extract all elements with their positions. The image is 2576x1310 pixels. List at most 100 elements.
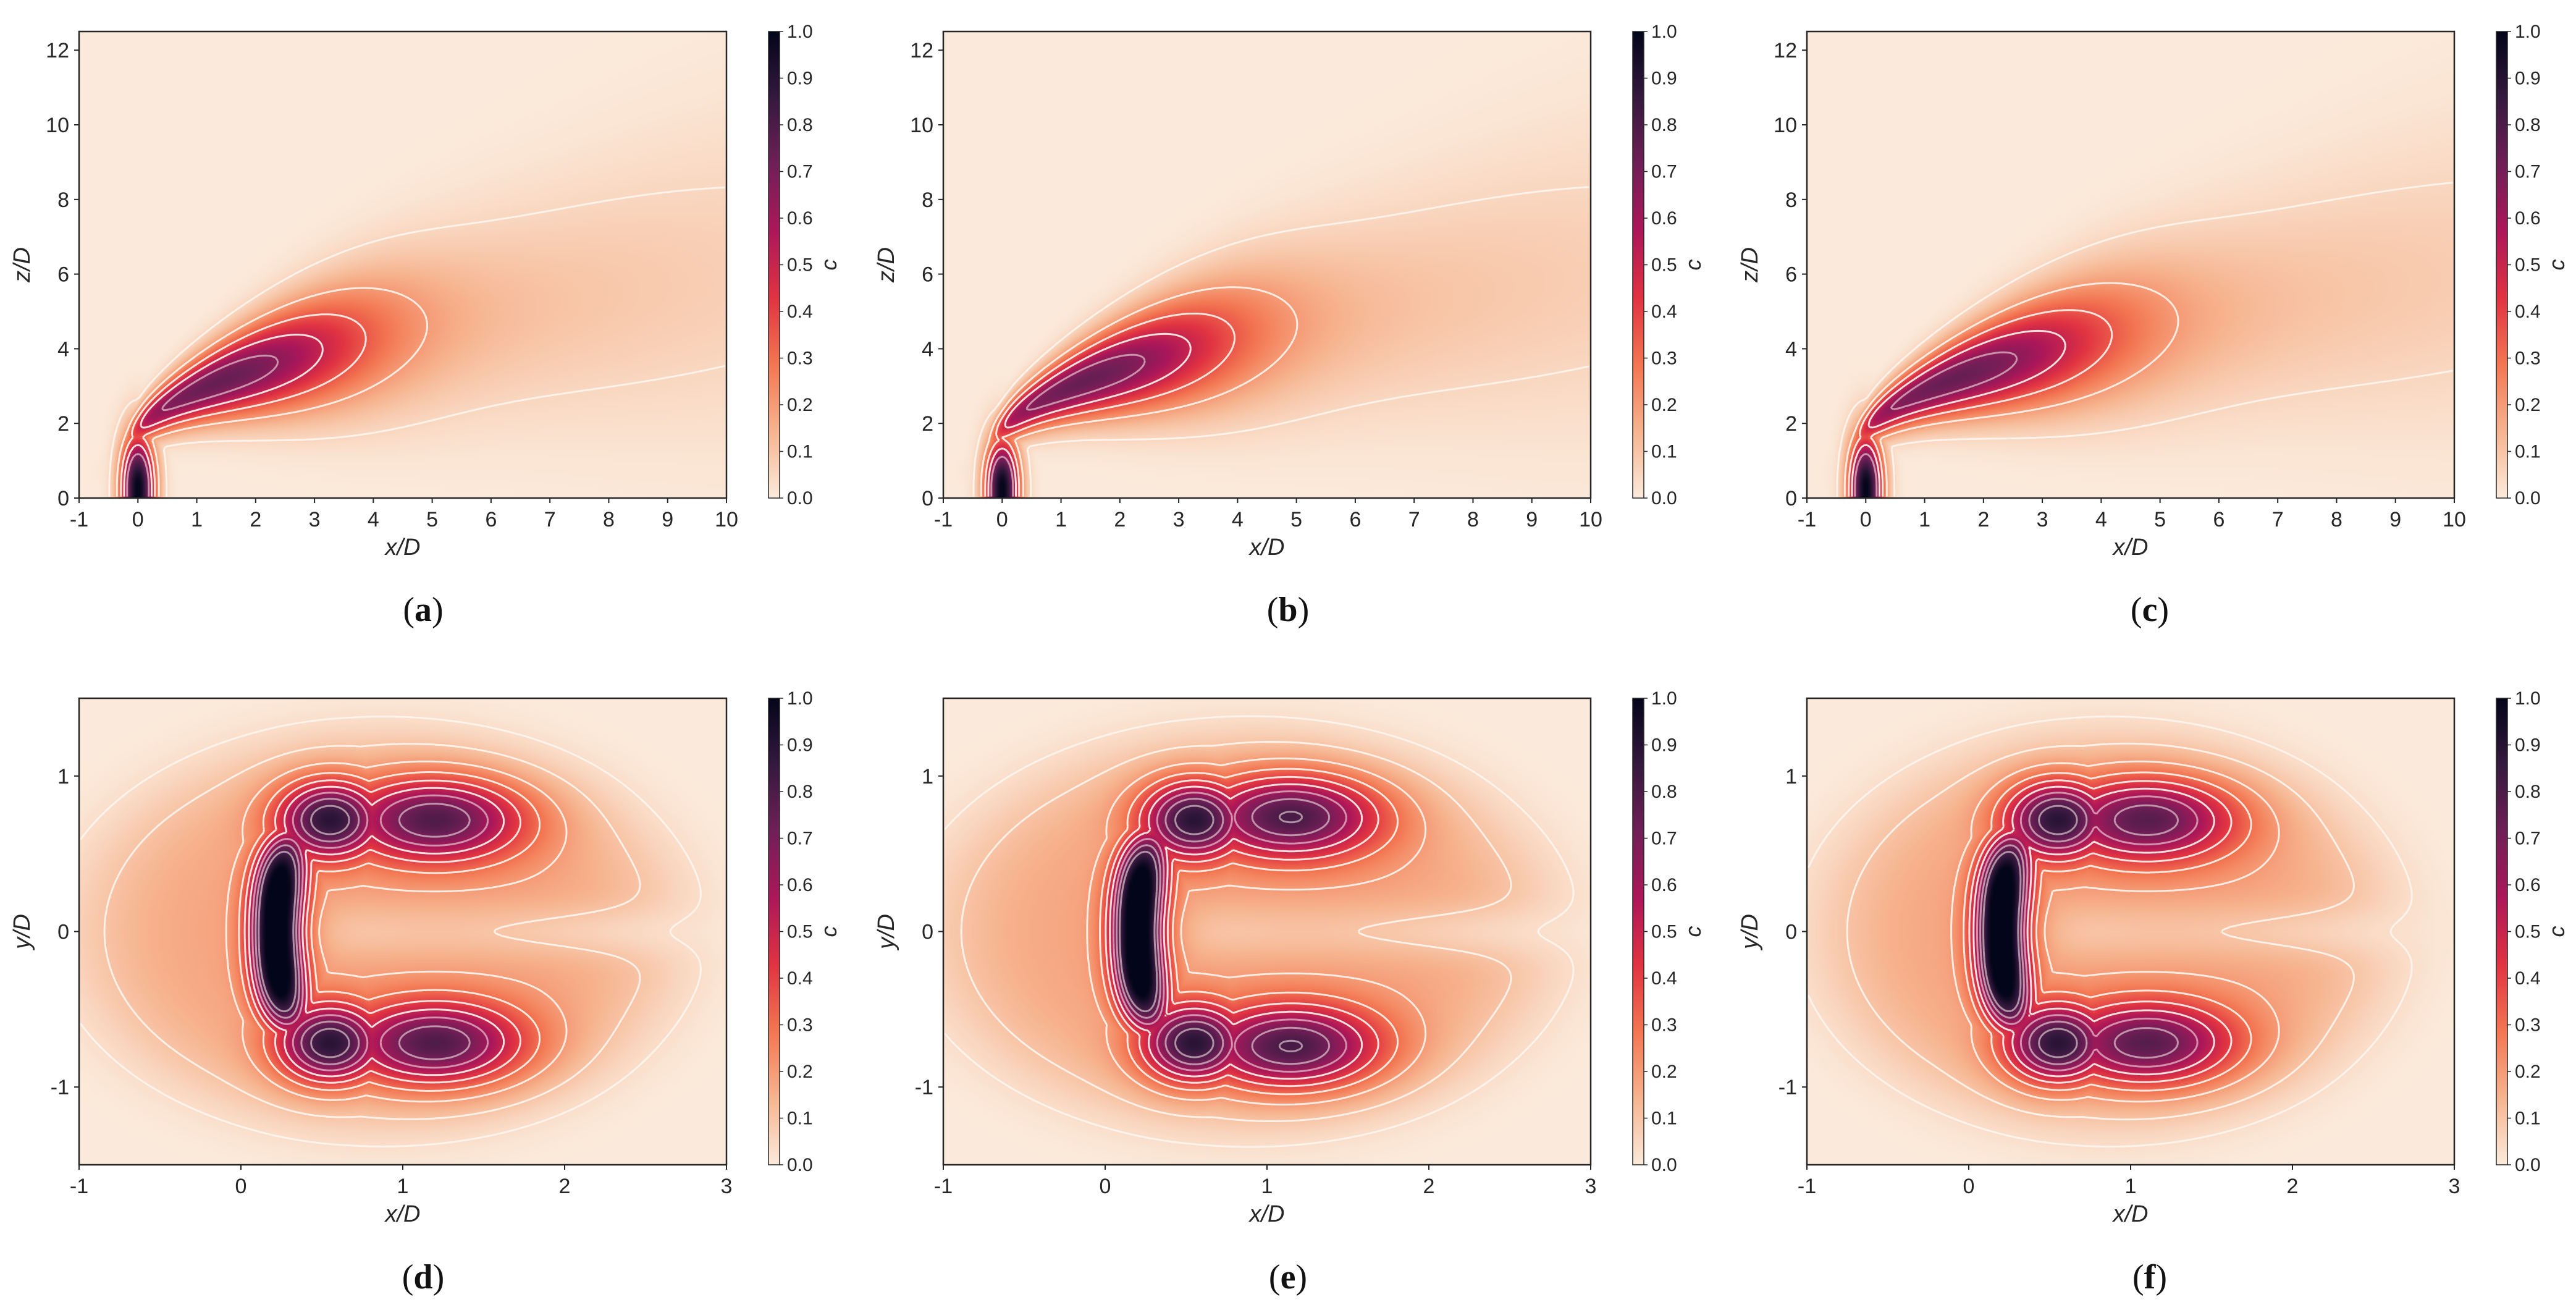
contour-level-d-5 [248,785,505,1078]
contour-level-d-7 [255,798,471,1065]
x-axis-label-c: x/D [2112,535,2149,560]
y-tick-label-a-1: 2 [57,412,69,436]
colorbar-tick-label-f-9: 0.9 [2515,735,2541,756]
panel-caption-letter-f: f [2144,1258,2157,1296]
x-tick-label-d-2: 1 [397,1175,409,1198]
x-tick-label-b-0: -1 [934,508,953,531]
panel-caption-open-a: ( [403,591,415,629]
colorbar-tick-label-e-8: 0.8 [1651,782,1677,802]
x-tick-label-a-9: 8 [603,508,615,531]
colorbar-tick-label-e-3: 0.3 [1651,1015,1677,1036]
colorbar-tick-label-c-1: 0.1 [2515,442,2541,462]
y-tick-label-c-6: 12 [1774,39,1797,62]
panel-caption-close-e: ) [1295,1258,1307,1296]
panel-caption-open-b: ( [1267,591,1279,629]
colorbar-tick-label-b-2: 0.2 [1651,395,1677,415]
panel-caption-close-f: ) [2155,1258,2167,1296]
panel-b: -1 0 1 2 3 4 5 6 7 8 9 10024681012x/Dz/D0.00.10.20.… [873,22,1706,629]
x-axis-label-b: x/D [1248,535,1285,560]
x-tick-label-c-10: 9 [2389,508,2401,531]
y-tick-label-b-1: 2 [922,412,933,436]
x-tick-label-d-0: -1 [70,1175,88,1198]
y-tick-label-b-0: 0 [922,487,933,510]
panel-caption-open-f: ( [2132,1258,2144,1296]
colorbar-tick-label-f-0: 0.0 [2515,1155,2541,1175]
panel-caption-close-a: ) [432,591,444,629]
y-tick-label-a-5: 10 [46,114,69,137]
x-axis-label-a: x/D [384,535,421,560]
y-tick-label-a-4: 8 [57,188,69,212]
x-tick-label-c-5: 4 [2095,508,2107,531]
contour-level-e-7 [1116,798,1331,1065]
x-tick-label-c-9: 8 [2331,508,2342,531]
colorbar-tick-label-c-8: 0.8 [2515,115,2541,135]
contour-lines-f [1808,715,2413,1148]
x-tick-label-e-4: 3 [1585,1175,1597,1198]
y-tick-label-a-6: 12 [46,39,69,62]
y-tick-label-b-4: 8 [922,188,933,212]
y-tick-label-e-1: 0 [922,921,933,944]
colorbar-tick-label-f-4: 0.4 [2515,968,2541,989]
x-tick-label-b-2: 1 [1055,508,1067,531]
heatmap-image-b [943,32,1591,498]
contour-lines-b [972,186,1589,497]
panel-caption-letter-c: c [2142,591,2158,629]
contour-level-c-4 [1854,351,2018,497]
x-tick-label-f-0: -1 [1798,1175,1816,1198]
contour-level-c-0 [1836,182,2453,497]
colorbar-tick-label-d-1: 0.1 [787,1109,813,1129]
contour-level-d-1 [103,743,641,1120]
x-tick-label-b-7: 6 [1349,508,1361,531]
colorbar-tick-label-b-5: 0.5 [1651,255,1677,276]
colorbar-d [768,698,780,1165]
x-tick-label-a-8: 7 [544,508,556,531]
y-tick-label-c-2: 4 [1785,337,1797,361]
y-tick-label-b-6: 12 [910,39,933,62]
y-tick-label-c-1: 2 [1785,412,1797,436]
colorbar-tick-label-e-10: 1.0 [1651,688,1677,709]
contour-level-e-5 [1109,783,1363,1080]
panel-caption-b: (b) [1267,591,1309,629]
colorbar-tick-label-c-7: 0.7 [2515,162,2541,182]
contour-level-d-4 [243,779,521,1084]
panel-caption-c: (c) [2131,591,2169,629]
panel-caption-close-b: ) [1298,591,1310,629]
contour-lines-c [1836,182,2453,497]
contour-level-f-5 [1972,785,2215,1078]
contour-level-f-4 [1968,779,2233,1084]
heatmap-image-f [1807,698,2454,1165]
colorbar-tick-label-b-1: 0.1 [1651,442,1677,462]
contour-level-f-7 [1979,798,2179,1065]
x-tick-label-d-4: 3 [721,1175,733,1198]
colorbar-tick-label-c-2: 0.2 [2515,395,2541,415]
colorbar-label-f: c [2544,926,2569,937]
contour-level-b-3 [987,332,1192,497]
contour-level-f-8 [1982,805,2078,1059]
y-tick-label-b-2: 4 [922,337,933,361]
y-axis-label-d: y/D [9,914,35,951]
colorbar-tick-label-c-4: 0.4 [2515,302,2541,322]
colorbar-tick-label-a-6: 0.6 [787,208,813,229]
colorbar-tick-label-d-4: 0.4 [787,968,813,989]
colorbar-tick-label-e-6: 0.6 [1651,875,1677,895]
colorbar-tick-label-f-5: 0.5 [2515,922,2541,942]
colorbar-tick-label-a-2: 0.2 [787,395,813,415]
contour-level-f-1 [1846,742,2355,1121]
contour-level-c-1 [1843,282,2179,497]
colorbar-a [768,31,780,499]
colorbar-tick-label-a-8: 0.8 [787,115,813,135]
y-tick-label-b-3: 6 [922,263,933,287]
y-axis-label-e: y/D [873,914,899,951]
contour-level-e-0 [944,715,1575,1148]
colorbar-tick-label-a-10: 1.0 [787,22,813,42]
y-tick-label-e-2: 1 [922,765,933,788]
x-tick-label-a-1: 0 [132,508,144,531]
x-tick-label-c-8: 7 [2272,508,2284,531]
plot-frame-a [78,30,728,499]
colorbar-tick-label-e-7: 0.7 [1651,829,1677,849]
colorbar-tick-label-e-1: 0.1 [1651,1109,1677,1129]
colorbar-tick-label-a-0: 0.0 [787,488,813,509]
panel-caption-open-c: ( [2131,591,2142,629]
x-tick-label-c-0: -1 [1798,508,1816,531]
x-tick-label-b-10: 9 [1526,508,1538,531]
